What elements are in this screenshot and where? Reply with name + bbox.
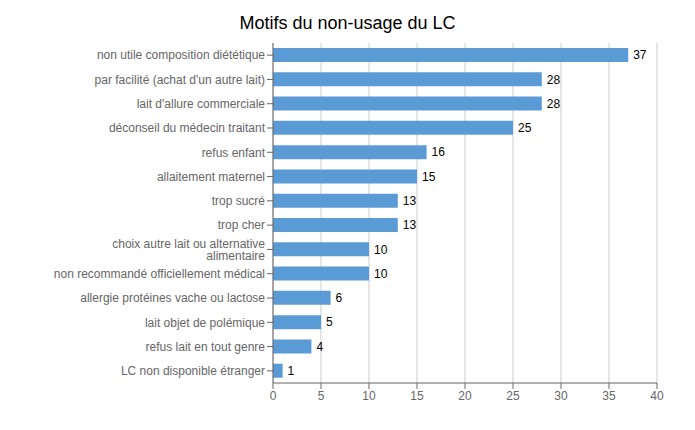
- svg-text:10: 10: [362, 389, 376, 403]
- svg-text:15: 15: [422, 170, 436, 184]
- svg-text:5: 5: [318, 389, 325, 403]
- svg-text:16: 16: [432, 145, 446, 159]
- svg-text:refus enfant: refus enfant: [202, 146, 266, 160]
- svg-text:1: 1: [288, 364, 295, 378]
- svg-text:non recommandé officiellement: non recommandé officiellement médical: [54, 267, 265, 281]
- svg-text:15: 15: [410, 389, 424, 403]
- svg-text:4: 4: [316, 340, 323, 354]
- svg-text:lait objet de polémique: lait objet de polémique: [145, 316, 265, 330]
- svg-text:13: 13: [403, 194, 417, 208]
- svg-text:25: 25: [506, 389, 520, 403]
- svg-text:6: 6: [336, 291, 343, 305]
- svg-text:10: 10: [374, 267, 388, 281]
- svg-text:0: 0: [270, 389, 277, 403]
- svg-text:allergie protéines vache ou la: allergie protéines vache ou lactose: [80, 291, 265, 305]
- svg-text:LC non disponible étranger: LC non disponible étranger: [121, 364, 265, 378]
- svg-text:25: 25: [518, 121, 532, 135]
- svg-text:30: 30: [554, 389, 568, 403]
- svg-text:28: 28: [547, 97, 561, 111]
- svg-text:allaitement maternel: allaitement maternel: [157, 170, 265, 184]
- svg-text:trop cher: trop cher: [218, 218, 265, 232]
- svg-text:28: 28: [547, 73, 561, 87]
- svg-text:par facilité (achat d'un autre: par facilité (achat d'un autre lait): [95, 73, 265, 87]
- svg-text:trop sucré: trop sucré: [212, 194, 266, 208]
- svg-text:déconseil du médecin traitant: déconseil du médecin traitant: [109, 121, 266, 135]
- svg-text:37: 37: [633, 48, 647, 62]
- svg-text:refus lait en tout genre: refus lait en tout genre: [146, 340, 266, 354]
- svg-text:5: 5: [326, 315, 333, 329]
- svg-text:40: 40: [650, 389, 664, 403]
- svg-text:35: 35: [602, 389, 616, 403]
- svg-text:13: 13: [403, 218, 417, 232]
- html-text:Motifs du non-usage du LC: Motifs du non-usage du LC: [239, 13, 456, 33]
- svg-text:lait d'allure commerciale: lait d'allure commerciale: [137, 97, 266, 111]
- svg-text:10: 10: [374, 243, 388, 257]
- svg-text:non utile composition diététiq: non utile composition diététique: [97, 48, 265, 62]
- svg-text:20: 20: [458, 389, 472, 403]
- svg-text:choix autre lait ou alternativ: choix autre lait ou alternativealimentai…: [112, 237, 265, 263]
